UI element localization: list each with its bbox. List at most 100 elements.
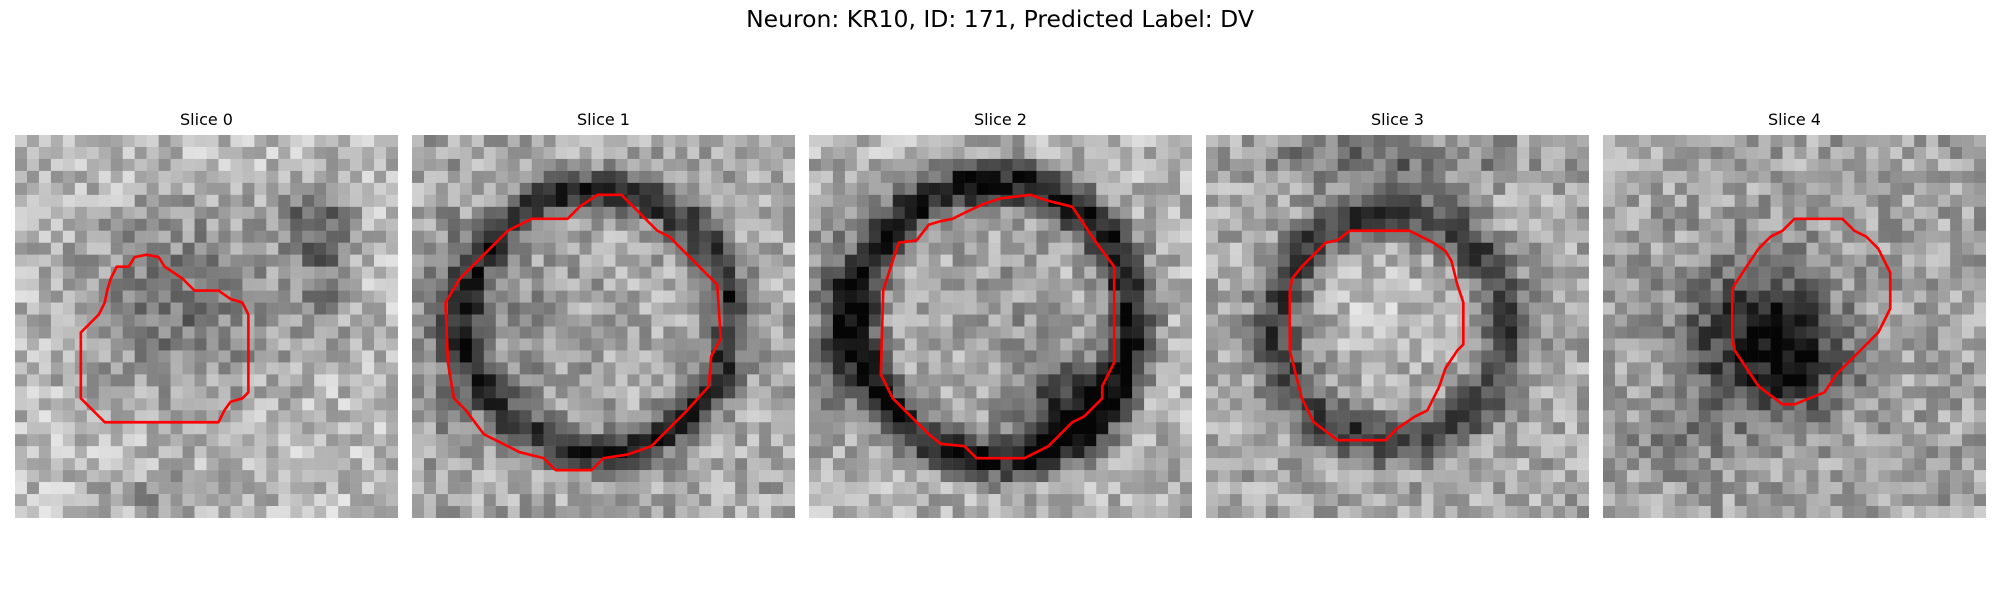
pixel <box>1060 446 1073 459</box>
pixel <box>206 254 219 267</box>
pixel <box>447 458 461 471</box>
pixel <box>1361 278 1374 291</box>
pixel <box>1782 182 1795 196</box>
pixel <box>362 230 375 243</box>
pixel <box>904 194 917 208</box>
pixel <box>86 446 100 459</box>
pixel <box>820 386 834 399</box>
pixel <box>543 386 556 399</box>
pixel <box>134 410 147 423</box>
pixel <box>62 135 76 148</box>
pixel <box>326 278 339 291</box>
pixel <box>771 290 784 303</box>
pixel <box>844 326 858 339</box>
pixel <box>1674 206 1688 220</box>
pixel <box>723 194 736 208</box>
pixel <box>98 482 111 495</box>
pixel <box>759 362 772 375</box>
pixel <box>711 254 724 267</box>
pixel <box>723 458 736 471</box>
pixel <box>1024 374 1037 387</box>
pixel <box>1914 338 1927 351</box>
pixel <box>206 170 219 184</box>
pixel <box>1842 194 1855 208</box>
pixel <box>495 170 508 184</box>
pixel <box>302 302 315 315</box>
pixel <box>350 218 363 231</box>
pixel <box>904 482 917 495</box>
pixel <box>531 290 544 303</box>
pixel <box>1505 338 1518 351</box>
pixel <box>1421 218 1434 231</box>
pixel <box>651 206 664 220</box>
pixel <box>1253 374 1267 387</box>
pixel <box>603 314 616 327</box>
pixel <box>495 182 508 196</box>
pixel <box>1674 326 1688 339</box>
pixel <box>1000 470 1013 483</box>
pixel <box>1962 135 1975 148</box>
pixel <box>38 422 52 435</box>
pixel <box>98 398 111 411</box>
pixel <box>1241 374 1255 387</box>
pixel <box>326 350 339 363</box>
pixel <box>74 470 88 483</box>
pixel <box>122 506 135 518</box>
slice-title: Slice 3 <box>1371 110 1424 129</box>
pixel <box>567 146 580 160</box>
pixel <box>747 194 760 208</box>
pixel <box>1493 254 1506 267</box>
pixel <box>1626 314 1640 327</box>
pixel <box>1481 194 1494 208</box>
pixel <box>110 482 123 495</box>
pixel <box>1662 458 1676 471</box>
pixel <box>1746 206 1759 220</box>
pixel <box>591 410 604 423</box>
pixel <box>1926 194 1939 208</box>
pixel <box>86 230 100 243</box>
pixel <box>435 326 449 339</box>
pixel <box>314 398 327 411</box>
pixel <box>1638 338 1652 351</box>
pixel <box>809 290 822 303</box>
pixel <box>1096 158 1109 172</box>
pixel <box>1445 146 1458 160</box>
slice-title: Slice 1 <box>577 110 630 129</box>
pixel <box>350 135 363 148</box>
pixel <box>1505 446 1518 459</box>
pixel <box>1096 422 1109 435</box>
pixel <box>1132 494 1145 507</box>
pixel <box>374 135 387 148</box>
pixel <box>832 458 846 471</box>
pixel <box>531 254 544 267</box>
pixel <box>1577 458 1589 471</box>
pixel <box>26 506 40 518</box>
pixel <box>1000 434 1013 447</box>
pixel <box>206 338 219 351</box>
pixel <box>1806 326 1819 339</box>
pixel <box>26 230 40 243</box>
pixel <box>1397 266 1410 279</box>
pixel <box>687 350 700 363</box>
pixel <box>1060 326 1073 339</box>
pixel <box>928 254 941 267</box>
pixel <box>1674 218 1688 231</box>
pixel <box>1024 326 1037 339</box>
pixel <box>62 218 76 231</box>
pixel <box>615 266 628 279</box>
pixel <box>1132 158 1145 172</box>
pixel <box>1577 314 1589 327</box>
pixel <box>723 494 736 507</box>
pixel <box>1325 135 1338 148</box>
pixel <box>579 482 592 495</box>
pixel <box>1144 182 1157 196</box>
pixel <box>1048 410 1061 423</box>
pixel <box>1024 266 1037 279</box>
pixel <box>1217 135 1231 148</box>
pixel <box>1517 135 1530 148</box>
pixel <box>1325 362 1338 375</box>
pixel <box>627 158 640 172</box>
pixel <box>1096 410 1109 423</box>
pixel <box>916 266 929 279</box>
pixel <box>1746 338 1759 351</box>
